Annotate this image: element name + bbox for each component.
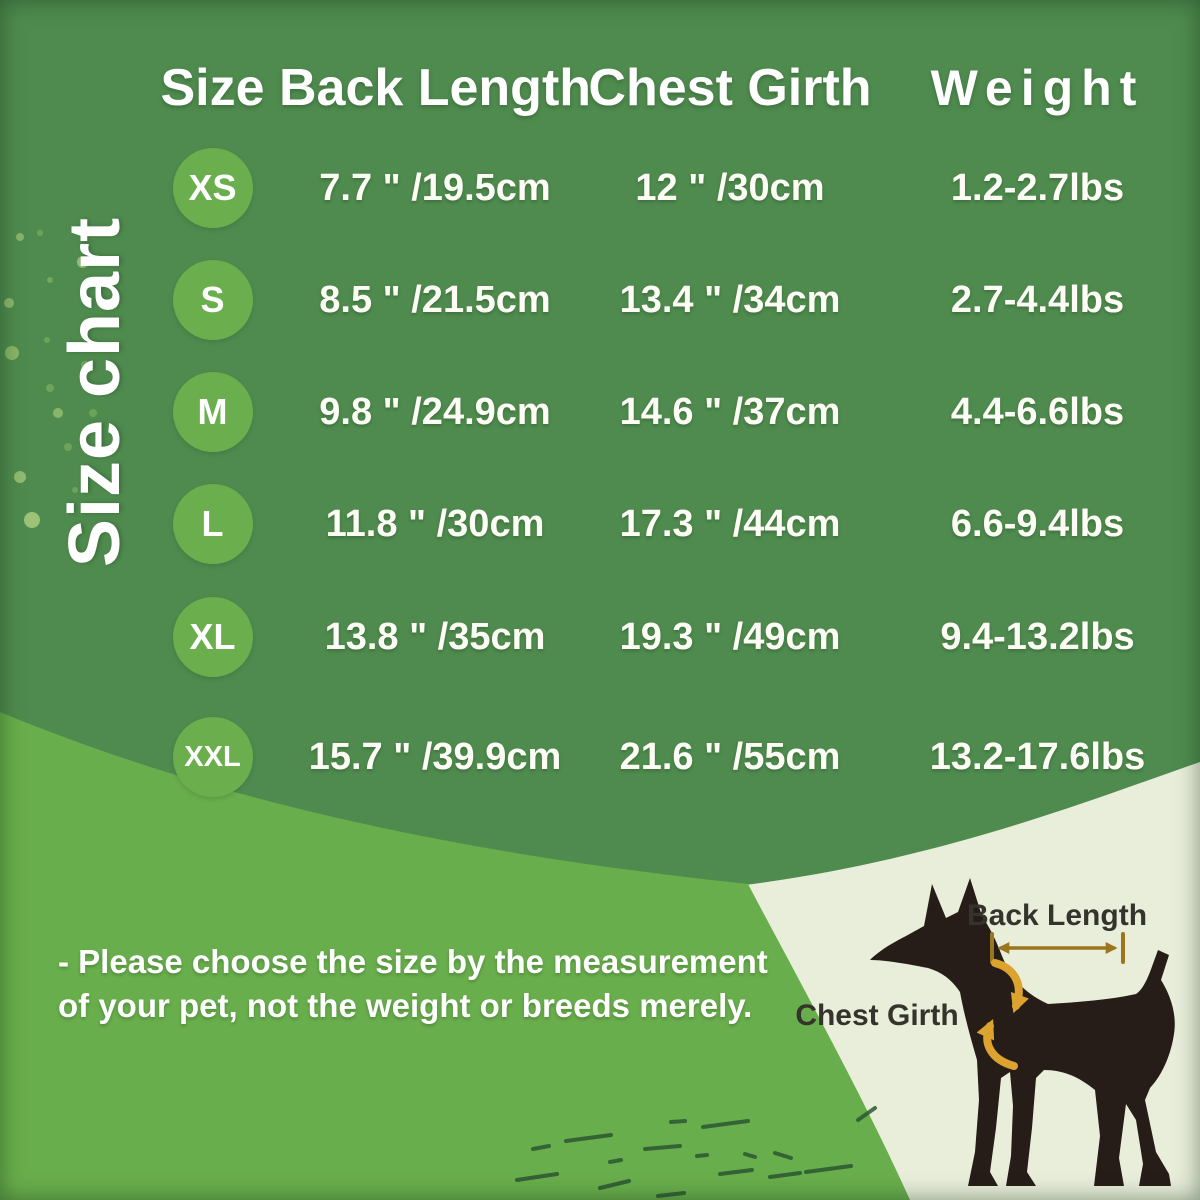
size-badge: XXL [172, 717, 253, 797]
table-row: M 9.8 " /24.9cm 14.6 " /37cm 4.4-6.6lbs [140, 356, 1200, 468]
back-length-value: 8.5 " /21.5cm [319, 278, 551, 321]
chest-girth-arrow [976, 959, 1029, 1070]
table-row: XS 7.7 " /19.5cm 12 " /30cm 1.2-2.7lbs [140, 132, 1200, 244]
chest-girth-value: 12 " /30cm [635, 166, 825, 209]
table-row: XXL 15.7 " /39.9cm 21.6 " /55cm 13.2-17.… [140, 701, 1200, 813]
weight-value: 13.2-17.6lbs [929, 735, 1146, 778]
table-row: L 11.8 " /30cm 17.3 " /44cm 6.6-9.4lbs [140, 468, 1200, 580]
sizing-note-line1: - Please choose the size by the measurem… [58, 943, 768, 980]
size-badge: S [172, 260, 253, 340]
chest-girth-value: 21.6 " /55cm [619, 735, 841, 778]
chest-girth-value: 19.3 " /49cm [619, 615, 841, 658]
sizing-note: - Please choose the size by the measurem… [58, 940, 768, 1027]
size-badge: M [172, 372, 253, 452]
header-chest-girth: Chest Girth [588, 59, 872, 117]
size-badge: L [172, 484, 253, 564]
back-length-diagram-label: Back Length [966, 899, 1148, 932]
chest-girth-value: 14.6 " /37cm [619, 390, 841, 433]
page-title: Size chart [55, 216, 135, 568]
header-back-length: Back Length [278, 59, 592, 117]
chest-girth-value: 13.4 " /34cm [619, 278, 841, 321]
back-length-value: 9.8 " /24.9cm [319, 390, 551, 433]
chest-girth-value: 17.3 " /44cm [619, 502, 841, 545]
grass-dashes [515, 1106, 877, 1198]
table-header-row: Size Back Length Chest Girth Weight [140, 52, 1200, 124]
back-length-arrow [990, 932, 1125, 964]
weight-value: 1.2-2.7lbs [950, 166, 1125, 209]
back-length-value: 13.8 " /35cm [324, 615, 546, 658]
size-badge: XL [172, 597, 253, 677]
weight-value: 2.7-4.4lbs [950, 278, 1125, 321]
weight-value: 9.4-13.2lbs [940, 615, 1135, 658]
dog-measurement-diagram [870, 878, 1175, 1186]
weight-value: 4.4-6.6lbs [950, 390, 1125, 433]
size-badge: XS [172, 148, 253, 228]
back-length-value: 11.8 " /30cm [325, 502, 545, 545]
confetti-dots [4, 230, 103, 528]
table-row: S 8.5 " /21.5cm 13.4 " /34cm 2.7-4.4lbs [140, 244, 1200, 356]
back-length-value: 7.7 " /19.5cm [319, 166, 551, 209]
green-hill-shape [0, 712, 910, 1200]
table-row: XL 13.8 " /35cm 19.3 " /49cm 9.4-13.2lbs [140, 581, 1200, 693]
sizing-note-line2: of your pet, not the weight or breeds me… [58, 986, 753, 1024]
chest-girth-diagram-label: Chest Girth [795, 999, 959, 1032]
doberman-dog-silhouette-icon [870, 878, 1175, 1186]
back-length-value: 15.7 " /39.9cm [308, 735, 562, 778]
header-size: Size [160, 59, 265, 117]
header-weight: Weight [930, 60, 1145, 116]
weight-value: 6.6-9.4lbs [950, 502, 1125, 545]
